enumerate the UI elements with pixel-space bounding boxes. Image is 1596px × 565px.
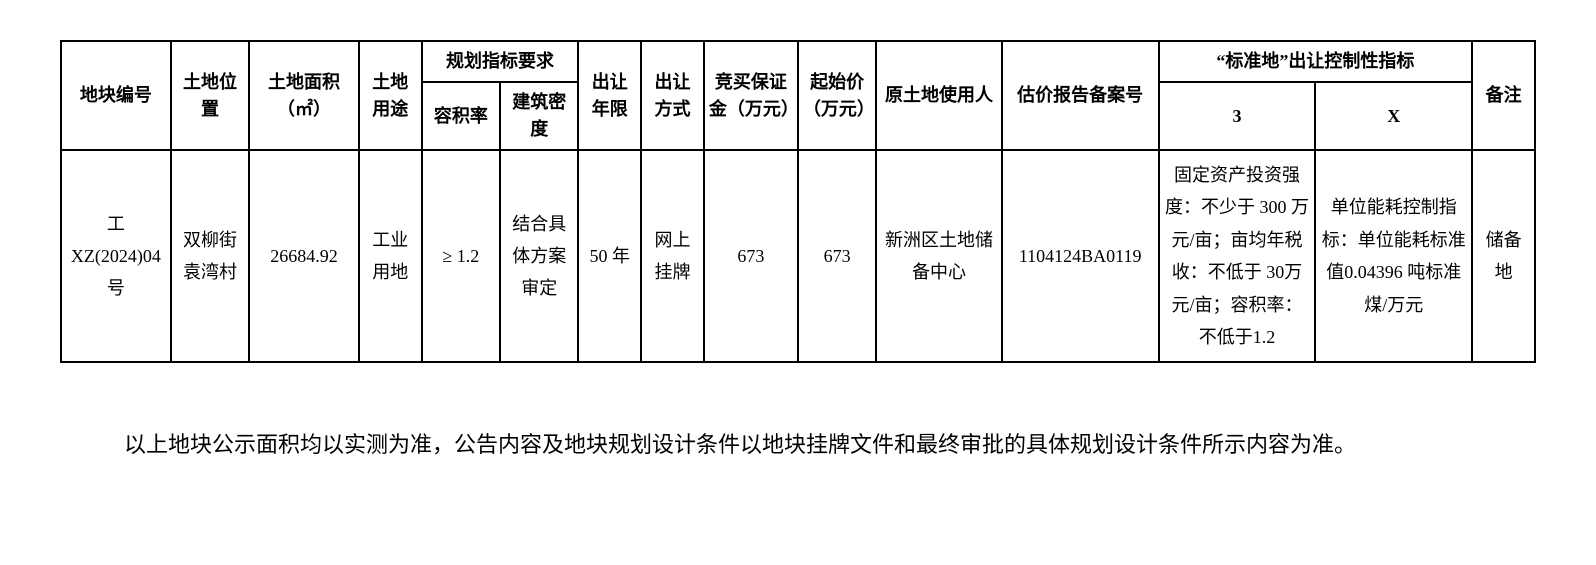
table-row: 工XZ(2024)04 号 双柳街袁湾村 26684.92 工业用地 ≥ 1.2… <box>61 150 1535 362</box>
cell-orig-user: 新洲区土地储备中心 <box>876 150 1001 362</box>
cell-deposit: 673 <box>704 150 798 362</box>
header-term: 出让年限 <box>578 41 641 150</box>
header-orig-user: 原土地使用人 <box>876 41 1001 150</box>
cell-std-x: 单位能耗控制指标：单位能耗标准值0.04396 吨标准煤/万元 <box>1315 150 1472 362</box>
header-density: 建筑密度 <box>500 82 578 150</box>
header-start-price: 起始价（万元） <box>798 41 876 150</box>
cell-appraisal-no: 1104124BA0119 <box>1002 150 1159 362</box>
cell-std-3: 固定资产投资强度：不少于 300 万元/亩；亩均年税收：不低于 30万元/亩；容… <box>1159 150 1316 362</box>
header-block-id: 地块编号 <box>61 41 171 150</box>
header-area: 土地面积（㎡） <box>249 41 359 150</box>
header-far: 容积率 <box>422 82 500 150</box>
cell-location: 双柳街袁湾村 <box>171 150 249 362</box>
cell-density: 结合具体方案审定 <box>500 150 578 362</box>
header-location: 土地位置 <box>171 41 249 150</box>
cell-far: ≥ 1.2 <box>422 150 500 362</box>
header-planning-group: 规划指标要求 <box>422 41 579 82</box>
header-row-1: 地块编号 土地位置 土地面积（㎡） 土地用途 规划指标要求 出让年限 出让方式 … <box>61 41 1535 82</box>
cell-method: 网上挂牌 <box>641 150 704 362</box>
land-disclosure-table: 地块编号 土地位置 土地面积（㎡） 土地用途 规划指标要求 出让年限 出让方式 … <box>60 40 1536 363</box>
cell-block-id: 工XZ(2024)04 号 <box>61 150 171 362</box>
cell-area: 26684.92 <box>249 150 359 362</box>
header-standard-group: “标准地”出让控制性指标 <box>1159 41 1473 82</box>
header-std-3: 3 <box>1159 82 1316 150</box>
cell-use: 工业用地 <box>359 150 422 362</box>
cell-remark: 储备地 <box>1472 150 1535 362</box>
header-use: 土地用途 <box>359 41 422 150</box>
cell-start-price: 673 <box>798 150 876 362</box>
footer-note: 以上地块公示面积均以实测为准，公告内容及地块规划设计条件以地块挂牌文件和最终审批… <box>60 423 1536 467</box>
header-deposit: 竞买保证金（万元） <box>704 41 798 150</box>
header-method: 出让方式 <box>641 41 704 150</box>
header-std-x: X <box>1315 82 1472 150</box>
header-appraisal-no: 估价报告备案号 <box>1002 41 1159 150</box>
header-remark: 备注 <box>1472 41 1535 150</box>
cell-term: 50 年 <box>578 150 641 362</box>
